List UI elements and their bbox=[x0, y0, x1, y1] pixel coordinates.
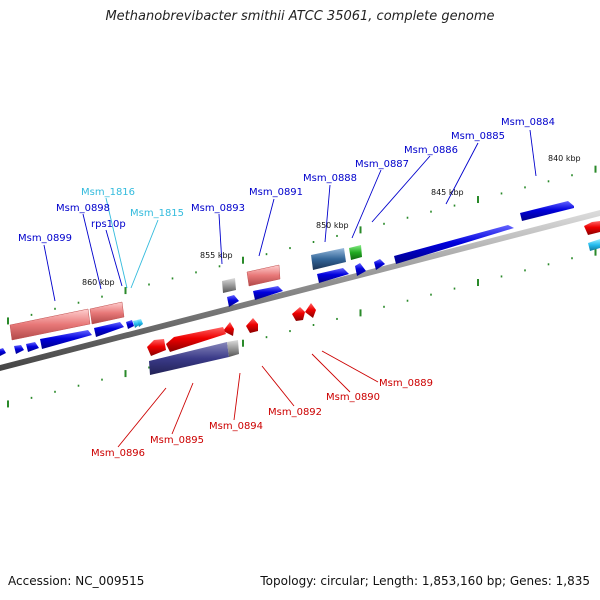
tick-label-845: 845 kbp bbox=[431, 188, 464, 197]
gene-msm-0899[interactable] bbox=[40, 330, 92, 349]
gene-right-rna[interactable] bbox=[588, 239, 600, 251]
gene-msm-0884[interactable] bbox=[520, 201, 574, 221]
gene-msm-0886[interactable] bbox=[374, 259, 385, 270]
gene-msm-1816[interactable] bbox=[133, 320, 139, 328]
gene-msm-0891[interactable] bbox=[253, 286, 283, 300]
gene-left-1[interactable] bbox=[26, 342, 39, 352]
tick-label-850: 850 kbp bbox=[316, 221, 349, 230]
gene-right-reverse[interactable] bbox=[584, 221, 600, 235]
label-msm-0892[interactable]: Msm_0892 bbox=[268, 407, 322, 418]
leader-lines bbox=[43, 129, 537, 448]
label-msm-0890[interactable]: Msm_0890 bbox=[326, 392, 380, 403]
scale-dots-outer bbox=[7, 165, 597, 325]
label-msm-0894[interactable]: Msm_0894 bbox=[209, 421, 263, 432]
label-rps10p[interactable]: rps10p bbox=[91, 219, 126, 230]
label-msm-0885[interactable]: Msm_0885 bbox=[451, 131, 505, 142]
label-msm-0888[interactable]: Msm_0888 bbox=[303, 173, 357, 184]
forward-strand-genes bbox=[0, 201, 574, 356]
reverse-strand-genes bbox=[147, 221, 600, 356]
gene-msm-0888[interactable] bbox=[317, 268, 349, 283]
tick-label-860: 860 kbp bbox=[82, 278, 115, 287]
label-msm-0895[interactable]: Msm_0895 bbox=[150, 435, 204, 446]
label-msm-0899[interactable]: Msm_0899 bbox=[18, 233, 72, 244]
gene-msm-0889[interactable] bbox=[305, 303, 316, 318]
feature-box-purple[interactable] bbox=[149, 342, 229, 375]
gene-msm-0887[interactable] bbox=[355, 263, 366, 276]
label-msm-0889[interactable]: Msm_0889 bbox=[379, 378, 433, 389]
feature-box-pink[interactable] bbox=[246, 264, 281, 287]
label-msm-1816[interactable]: Msm_1816 bbox=[81, 187, 135, 198]
gene-msm-0892[interactable] bbox=[246, 318, 258, 333]
gene-rps10p[interactable] bbox=[126, 320, 134, 329]
label-msm-1815[interactable]: Msm_1815 bbox=[130, 208, 184, 219]
gene-msm-1815[interactable] bbox=[137, 319, 143, 327]
label-msm-0898[interactable]: Msm_0898 bbox=[56, 203, 110, 214]
tick-label-840: 840 kbp bbox=[548, 154, 581, 163]
gene-left-3[interactable] bbox=[0, 348, 6, 356]
feature-box-steel[interactable] bbox=[311, 248, 346, 270]
feature-box-left[interactable] bbox=[9, 308, 91, 341]
feature-box-purple-2[interactable] bbox=[227, 340, 239, 357]
feature-box-green[interactable] bbox=[349, 245, 362, 260]
tick-label-855: 855 kbp bbox=[200, 251, 233, 260]
gene-msm-0896[interactable] bbox=[147, 339, 166, 356]
gene-msm-0894[interactable] bbox=[223, 322, 234, 336]
label-msm-0891[interactable]: Msm_0891 bbox=[249, 187, 303, 198]
accession-text: Accession: NC_009515 bbox=[8, 574, 145, 588]
label-msm-0884[interactable]: Msm_0884 bbox=[501, 117, 555, 128]
gene-msm-0893[interactable] bbox=[227, 295, 239, 307]
feature-box-gray[interactable] bbox=[222, 278, 236, 293]
gene-msm-0898[interactable] bbox=[94, 322, 124, 337]
gene-msm-0895[interactable] bbox=[166, 327, 226, 352]
label-msm-0887[interactable]: Msm_0887 bbox=[355, 159, 409, 170]
scale-dots-inner bbox=[7, 248, 597, 408]
topology-text: Topology: circular; Length: 1,853,160 bp… bbox=[260, 574, 590, 588]
gene-msm-0890[interactable] bbox=[292, 307, 305, 321]
map-title: Methanobrevibacter smithii ATCC 35061, c… bbox=[105, 9, 495, 24]
label-msm-0896[interactable]: Msm_0896 bbox=[91, 448, 145, 459]
label-msm-0893[interactable]: Msm_0893 bbox=[191, 203, 245, 214]
genome-backbone bbox=[0, 210, 600, 371]
feature-box-left-2[interactable] bbox=[89, 301, 125, 325]
feature-boxes bbox=[9, 245, 362, 375]
gene-left-2[interactable] bbox=[14, 345, 24, 354]
label-msm-0886[interactable]: Msm_0886 bbox=[404, 145, 458, 156]
gene-msm-0885[interactable] bbox=[394, 225, 514, 264]
